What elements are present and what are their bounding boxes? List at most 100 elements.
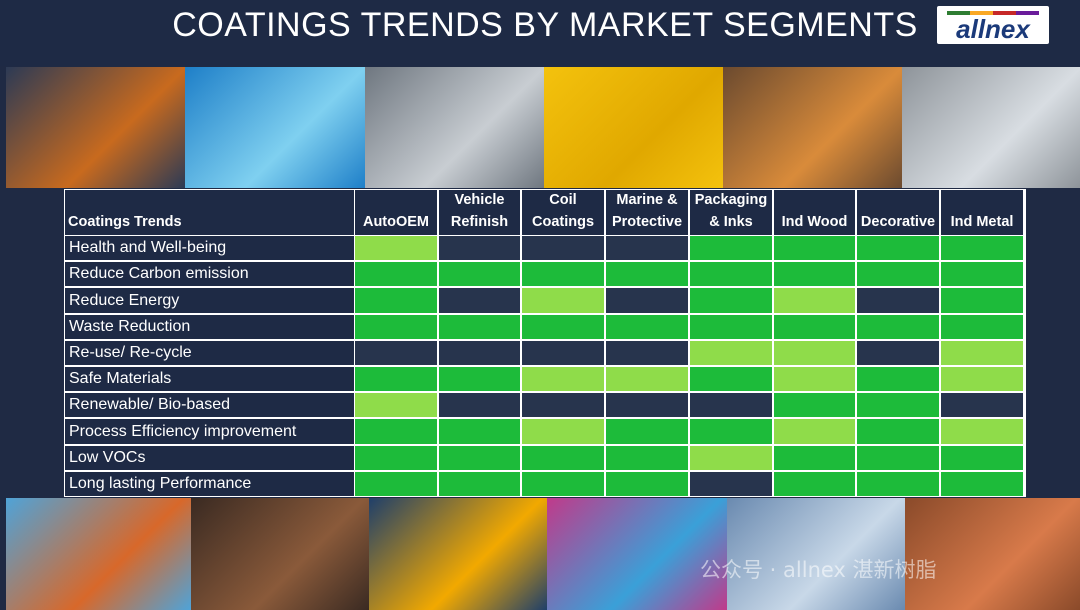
robot-car-photo [185, 67, 365, 188]
trend-cell-decorative [857, 315, 939, 339]
header-coatings-trends: Coatings Trends [65, 190, 354, 235]
trend-cell-marine-protective [606, 262, 688, 286]
allnex-logo: allnex [937, 6, 1049, 44]
trend-cell-marine-protective [606, 315, 688, 339]
trend-cell-autooem [355, 419, 437, 444]
trend-row-label: Low VOCs [65, 446, 354, 470]
trend-cell-ind-wood [774, 315, 855, 339]
trend-cell-packaging-inks [690, 262, 772, 286]
trend-cell-decorative [857, 262, 939, 286]
segment-label-line: Packaging [694, 192, 768, 208]
trend-cell-decorative [857, 341, 939, 365]
trend-cell-marine-protective [606, 288, 688, 313]
trend-cell-marine-protective [606, 446, 688, 470]
trend-cell-autooem [355, 393, 437, 417]
trend-cell-autooem [355, 367, 437, 391]
wood-house-photo [905, 498, 1080, 610]
trend-cell-decorative [857, 472, 939, 496]
trend-cell-packaging-inks [690, 419, 772, 444]
trend-cell-marine-protective [606, 393, 688, 417]
trend-cell-marine-protective [606, 236, 688, 260]
trend-cell-packaging-inks [690, 367, 772, 391]
wood-staining-photo [191, 498, 369, 610]
trend-cell-vehicle-refinish [439, 341, 520, 365]
trend-cell-coil-coatings [522, 262, 604, 286]
header-ind-wood: Ind Wood [774, 190, 855, 235]
logo-color-bar [947, 11, 1039, 15]
segment-label-line: & Inks [709, 214, 753, 230]
trend-cell-vehicle-refinish [439, 288, 520, 313]
segment-label-line: Protective [611, 214, 683, 230]
trend-cell-packaging-inks [690, 341, 772, 365]
trend-row-label: Health and Well-being [65, 236, 354, 260]
trend-cell-vehicle-refinish [439, 419, 520, 444]
segment-label-line: Coatings [531, 214, 595, 230]
trend-cell-ind-metal [941, 419, 1023, 444]
trend-cell-ind-metal [941, 393, 1023, 417]
trend-cell-vehicle-refinish [439, 367, 520, 391]
header-marine-protective: Marine & Protective [606, 190, 688, 235]
trend-cell-coil-coatings [522, 236, 604, 260]
trend-row-label: Re-use/ Re-cycle [65, 341, 354, 365]
trend-row-label: Safe Materials [65, 367, 354, 391]
trend-cell-autooem [355, 236, 437, 260]
trend-cell-ind-metal [941, 288, 1023, 313]
trend-cell-packaging-inks [690, 236, 772, 260]
trend-cell-autooem [355, 472, 437, 496]
trend-cell-ind-wood [774, 446, 855, 470]
trend-cell-autooem [355, 262, 437, 286]
trend-cell-coil-coatings [522, 341, 604, 365]
trend-cell-vehicle-refinish [439, 393, 520, 417]
trend-cell-ind-metal [941, 341, 1023, 365]
header-autooem: AutoOEM [355, 190, 437, 235]
segment-label-line: Refinish [450, 214, 509, 230]
bottom-photo-strip [6, 498, 1080, 610]
segment-label-line: Vehicle [454, 192, 505, 208]
trend-cell-vehicle-refinish [439, 236, 520, 260]
segment-label-line: Coil [549, 192, 577, 208]
header-decorative: Decorative [857, 190, 939, 235]
trend-cell-vehicle-refinish [439, 472, 520, 496]
printing-press-photo [547, 498, 727, 610]
trend-cell-coil-coatings [522, 446, 604, 470]
trend-cell-autooem [355, 315, 437, 339]
trend-row-label: Process Efficiency improvement [65, 419, 354, 444]
trend-cell-decorative [857, 419, 939, 444]
trend-cell-ind-metal [941, 262, 1023, 286]
trend-cell-packaging-inks [690, 315, 772, 339]
paint-cans-photo [723, 67, 902, 188]
metal-rolls-photo [727, 498, 905, 610]
trend-cell-decorative [857, 236, 939, 260]
top-photo-strip [6, 67, 1080, 188]
header-ind-metal: Ind Metal [941, 190, 1023, 235]
metal-cans-photo [902, 67, 1080, 188]
tractor-photo [6, 67, 185, 188]
trend-cell-ind-wood [774, 236, 855, 260]
excavator-photo [369, 498, 547, 610]
trend-row-label: Reduce Carbon emission [65, 262, 354, 286]
spray-painter-photo [365, 67, 544, 188]
trend-cell-decorative [857, 393, 939, 417]
header-coil-coatings: Coil Coatings [522, 190, 604, 235]
trend-cell-packaging-inks [690, 393, 772, 417]
trend-cell-coil-coatings [522, 472, 604, 496]
trend-cell-ind-wood [774, 419, 855, 444]
trend-row-label: Renewable/ Bio-based [65, 393, 354, 417]
segment-label-line: Ind Metal [950, 214, 1014, 230]
trend-cell-ind-wood [774, 288, 855, 313]
trend-cell-autooem [355, 341, 437, 365]
trend-cell-coil-coatings [522, 393, 604, 417]
trend-cell-coil-coatings [522, 367, 604, 391]
shipping-containers-photo [6, 498, 191, 610]
trend-cell-ind-wood [774, 393, 855, 417]
trend-cell-vehicle-refinish [439, 315, 520, 339]
trend-cell-marine-protective [606, 472, 688, 496]
trend-cell-coil-coatings [522, 419, 604, 444]
trend-cell-packaging-inks [690, 472, 772, 496]
trend-cell-ind-metal [941, 472, 1023, 496]
trend-cell-autooem [355, 288, 437, 313]
segment-label-line: Marine & [616, 192, 678, 208]
trend-cell-marine-protective [606, 419, 688, 444]
segment-label-line: Ind Wood [781, 214, 848, 230]
trend-cell-ind-metal [941, 315, 1023, 339]
